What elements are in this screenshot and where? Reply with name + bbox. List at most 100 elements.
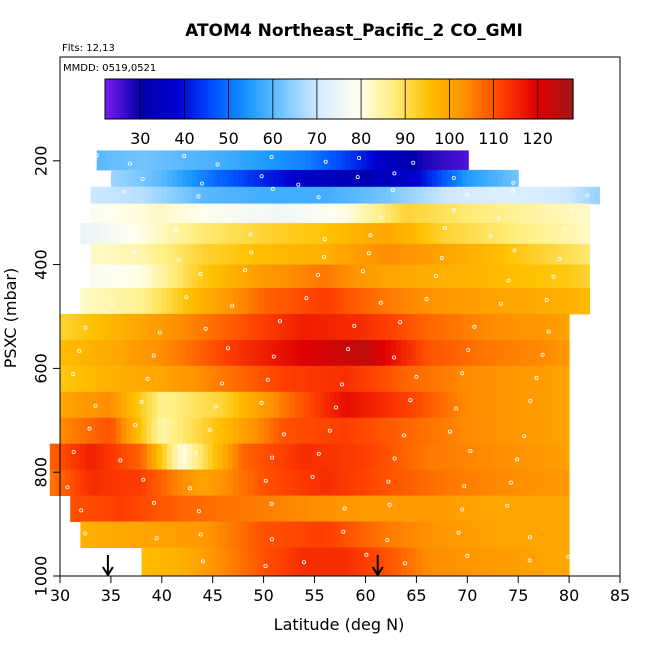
heat-cell xyxy=(390,223,397,245)
heat-cell xyxy=(172,521,178,548)
heat-cell xyxy=(197,391,204,419)
heat-cell xyxy=(182,243,188,266)
heat-cell xyxy=(518,243,524,266)
heat-cell xyxy=(253,443,260,471)
heat-cell xyxy=(294,313,300,341)
sample-marker xyxy=(468,448,473,453)
colorbar-segment xyxy=(198,79,203,119)
heat-cell xyxy=(340,313,346,341)
y-tick-label: 600 xyxy=(32,353,51,384)
heat-cell xyxy=(304,243,310,266)
heat-cell xyxy=(371,150,378,171)
heat-cell xyxy=(222,169,229,188)
heat-cell xyxy=(477,186,484,205)
heat-cell xyxy=(309,469,316,496)
heat-cell xyxy=(95,243,102,266)
heat-cell xyxy=(564,288,570,315)
heat-cell xyxy=(299,243,305,266)
heat-cell xyxy=(304,186,310,205)
sample-marker xyxy=(143,213,148,218)
heat-cell xyxy=(156,495,163,522)
heat-cell xyxy=(126,243,132,266)
heat-cell xyxy=(446,186,453,205)
heat-cell xyxy=(146,547,153,577)
heat-cell xyxy=(253,391,260,419)
heat-cell xyxy=(396,264,402,289)
heat-cell xyxy=(60,339,66,367)
heat-cell xyxy=(564,391,570,419)
heat-cell xyxy=(579,243,585,266)
heat-cell xyxy=(431,417,438,445)
heat-cell xyxy=(528,443,534,471)
heat-cell xyxy=(248,495,254,522)
heat-cell xyxy=(548,243,555,266)
heat-cell xyxy=(268,288,275,315)
heat-cell xyxy=(136,169,142,188)
sample-marker xyxy=(259,400,264,405)
heat-cell xyxy=(355,521,361,548)
heat-cell xyxy=(513,288,519,315)
heat-cell xyxy=(365,417,372,445)
heat-cell xyxy=(401,495,407,522)
heat-cell xyxy=(370,243,377,266)
heat-cell xyxy=(167,150,174,171)
heat-cell xyxy=(502,203,509,224)
heat-cell xyxy=(60,469,66,496)
heat-cell xyxy=(324,495,331,522)
heat-cell xyxy=(421,417,428,445)
colorbar-segment xyxy=(506,79,511,119)
heat-cell xyxy=(497,495,504,522)
heat-cell xyxy=(355,417,361,445)
colorbar-segment xyxy=(222,79,226,119)
heat-cell xyxy=(228,186,234,205)
heat-cell xyxy=(157,150,164,171)
heat-cell xyxy=(110,443,117,471)
heat-cell xyxy=(457,469,463,496)
heat-cell xyxy=(248,243,254,266)
heat-cell xyxy=(385,264,392,289)
sample-marker xyxy=(534,375,539,380)
heat-cell xyxy=(390,186,397,205)
heat-cell xyxy=(472,223,478,245)
heat-cell xyxy=(105,313,112,341)
heat-cell xyxy=(166,443,173,471)
sample-marker xyxy=(269,537,274,542)
heat-cell xyxy=(355,339,361,367)
heat-cell xyxy=(574,223,580,245)
sample-marker xyxy=(122,189,127,194)
heat-cell xyxy=(258,313,265,341)
heat-cell xyxy=(106,150,113,171)
heat-cell xyxy=(436,169,443,188)
heat-cell xyxy=(85,469,92,496)
heat-cell xyxy=(294,288,300,315)
sample-marker xyxy=(339,382,344,387)
heat-cell xyxy=(411,443,417,471)
heat-cell xyxy=(431,313,438,341)
sample-marker xyxy=(563,226,568,231)
heat-cell xyxy=(95,223,102,245)
heat-cell xyxy=(248,417,254,445)
heat-cell xyxy=(80,521,86,548)
colorbar-segment xyxy=(459,79,464,119)
heat-cell xyxy=(401,186,407,205)
heat-cell xyxy=(217,313,224,341)
heat-cell xyxy=(487,169,494,188)
heat-cell xyxy=(105,288,112,315)
heat-cell xyxy=(90,339,97,367)
heat-cell xyxy=(95,339,102,367)
heat-cell xyxy=(105,417,112,445)
heat-cell xyxy=(340,417,346,445)
heat-cell xyxy=(452,186,458,205)
heat-cell xyxy=(131,365,137,393)
colorbar-segment xyxy=(125,79,130,119)
heat-cell xyxy=(223,150,230,171)
colorbar-segment xyxy=(105,79,109,119)
heat-cell xyxy=(390,365,397,393)
heat-cell xyxy=(558,495,565,522)
heat-cell xyxy=(472,313,478,341)
heat-cell xyxy=(360,521,366,548)
heat-cell xyxy=(166,391,173,419)
heat-cell xyxy=(553,223,560,245)
heat-cell xyxy=(543,186,550,205)
heat-cell xyxy=(350,521,356,548)
